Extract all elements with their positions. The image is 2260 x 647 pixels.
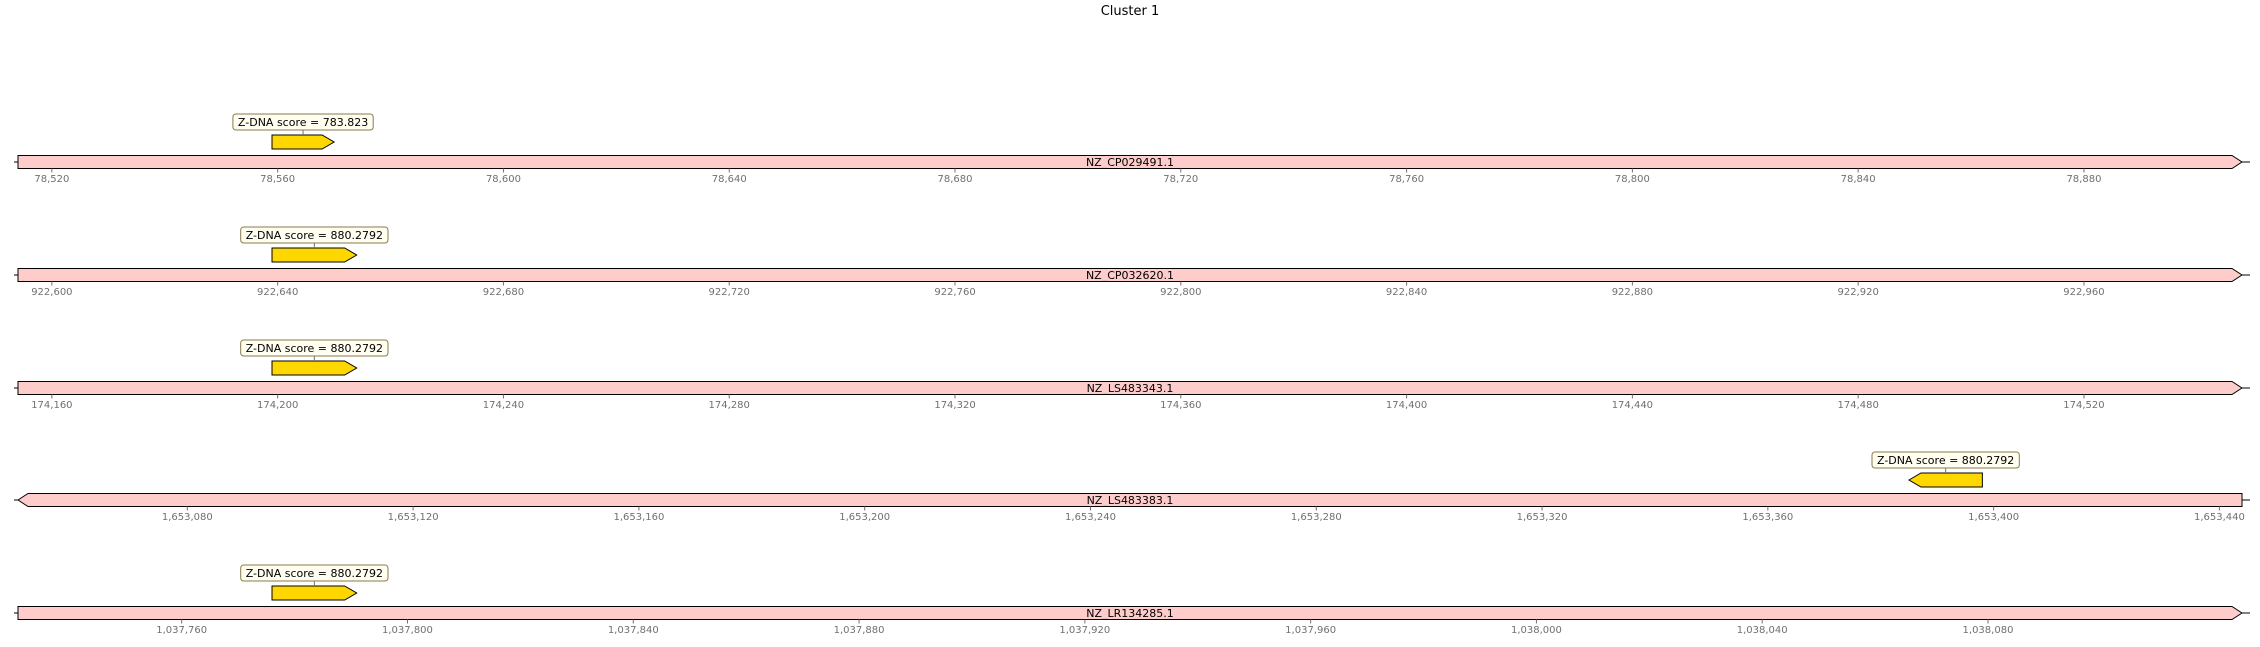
z-dna-feature-arrow xyxy=(271,585,358,601)
axis-tick-label: 174,480 xyxy=(1837,400,1878,411)
axis-tick-label: 1,653,440 xyxy=(2194,512,2245,523)
axis-tick-label: 78,640 xyxy=(712,174,747,185)
axis-tick-label: 174,160 xyxy=(31,400,72,411)
axis-tick-label: 922,600 xyxy=(31,287,72,298)
axis-tick-label: 922,880 xyxy=(1612,287,1653,298)
annotation-box xyxy=(232,113,374,131)
axis-tick-label: 78,760 xyxy=(1389,174,1424,185)
axis-tick-label: 922,720 xyxy=(709,287,750,298)
sequence-name-label: NZ_LS483343.1 xyxy=(1087,382,1174,395)
axis-tick-label: 1,037,920 xyxy=(1059,625,1110,636)
figure-title: Cluster 1 xyxy=(1100,4,1160,19)
sequence-track: NZ_CP032620.1 922,600 922,640 922,680 922,72… xyxy=(14,226,2250,298)
annotation-box xyxy=(240,226,389,244)
sequence-track: NZ_LS483343.1 174,160 174,200 174,240 174,28… xyxy=(14,339,2250,411)
sequence-track: NZ_LS483383.1 1,653,080 1,653,120 1,653,160… xyxy=(14,451,2250,523)
sequence-bar xyxy=(17,493,2243,507)
axis-tick-label: 78,880 xyxy=(2066,174,2101,185)
axis-tick-label: 1,653,400 xyxy=(1968,512,2019,523)
axis-tick-label: 174,280 xyxy=(709,400,750,411)
sequence-track: NZ_LR134285.1 1,037,760 1,037,800 1,037,840… xyxy=(14,564,2250,636)
axis-tick-label: 1,037,960 xyxy=(1285,625,1336,636)
axis-tick-label: 1,037,880 xyxy=(834,625,885,636)
axis-tick-label: 78,560 xyxy=(260,174,295,185)
axis-tick-label: 1,653,320 xyxy=(1517,512,1568,523)
axis-tick-label: 174,320 xyxy=(934,400,975,411)
sequence-bar xyxy=(17,268,2243,282)
sequence-name-label: NZ_LR134285.1 xyxy=(1086,607,1174,620)
axis-tick-label: 1,653,360 xyxy=(1742,512,1793,523)
axis-tick-label: 78,720 xyxy=(1163,174,1198,185)
axis-tick-label: 78,520 xyxy=(34,174,69,185)
z-dna-feature-arrow xyxy=(271,134,336,150)
axis-tick-label: 78,840 xyxy=(1841,174,1876,185)
axis-tick-label: 78,680 xyxy=(938,174,973,185)
axis-tick-label: 1,038,040 xyxy=(1737,625,1788,636)
axis-tick-label: 1,653,200 xyxy=(839,512,890,523)
z-dna-score-label: Z-DNA score = 783.823 xyxy=(238,116,368,129)
axis-tick-label: 1,037,840 xyxy=(608,625,659,636)
axis-tick-label: 1,038,080 xyxy=(1963,625,2014,636)
z-dna-score-label: Z-DNA score = 880.2792 xyxy=(246,342,383,355)
axis-tick-label: 922,920 xyxy=(1837,287,1878,298)
sequence-bar xyxy=(17,155,2243,169)
axis-tick-label: 1,653,280 xyxy=(1291,512,1342,523)
axis-tick-label: 174,400 xyxy=(1386,400,1427,411)
z-dna-score-label: Z-DNA score = 880.2792 xyxy=(1877,454,2014,467)
z-dna-score-label: Z-DNA score = 880.2792 xyxy=(246,229,383,242)
axis-tick-label: 78,800 xyxy=(1615,174,1650,185)
axis-tick-label: 174,360 xyxy=(1160,400,1201,411)
axis-tick-label: 922,640 xyxy=(257,287,298,298)
axis-tick-label: 1,037,760 xyxy=(156,625,207,636)
axis-tick-label: 922,760 xyxy=(934,287,975,298)
axis-tick-label: 174,240 xyxy=(483,400,524,411)
axis-tick-label: 174,440 xyxy=(1612,400,1653,411)
axis-tick-label: 922,960 xyxy=(2063,287,2104,298)
axis-tick-label: 1,038,000 xyxy=(1511,625,1562,636)
axis-tick-label: 1,653,160 xyxy=(613,512,664,523)
axis-tick-label: 1,653,080 xyxy=(162,512,213,523)
sequence-name-label: NZ_LS483383.1 xyxy=(1087,494,1174,507)
axis-tick-label: 1,653,120 xyxy=(388,512,439,523)
sequence-bar xyxy=(17,606,2243,620)
axis-tick-label: 1,653,240 xyxy=(1065,512,1116,523)
annotation-box xyxy=(240,339,389,357)
axis-tick-label: 174,200 xyxy=(257,400,298,411)
axis-tick-label: 78,600 xyxy=(486,174,521,185)
axis-tick-label: 922,800 xyxy=(1160,287,1201,298)
annotation-box xyxy=(1871,451,2020,469)
axis-tick-label: 1,037,800 xyxy=(382,625,433,636)
z-dna-feature-arrow xyxy=(271,360,358,376)
z-dna-feature-arrow xyxy=(1907,472,1983,488)
sequence-name-label: NZ_CP032620.1 xyxy=(1086,269,1174,282)
annotation-box xyxy=(240,564,389,582)
axis-tick-label: 922,840 xyxy=(1386,287,1427,298)
z-dna-score-label: Z-DNA score = 880.2792 xyxy=(246,567,383,580)
sequence-name-label: NZ_CP029491.1 xyxy=(1086,156,1174,169)
sequence-track: NZ_CP029491.1 78,520 78,560 78,600 78,640 78,… xyxy=(14,113,2250,185)
sequence-bar xyxy=(17,381,2243,395)
axis-tick-label: 922,680 xyxy=(483,287,524,298)
z-dna-feature-arrow xyxy=(271,247,358,263)
axis-tick-label: 174,520 xyxy=(2063,400,2104,411)
